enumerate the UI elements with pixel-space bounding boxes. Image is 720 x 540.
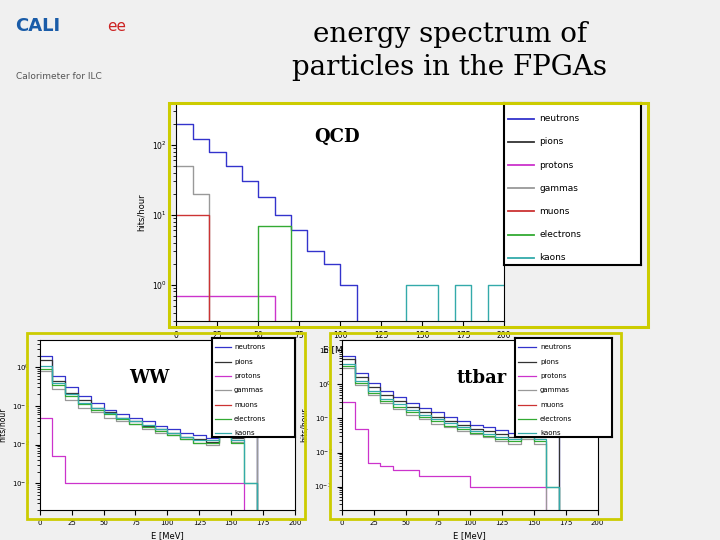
Text: gammas: gammas <box>540 387 570 393</box>
Text: ee: ee <box>107 19 126 34</box>
Y-axis label: hits/hour: hits/hour <box>0 408 6 442</box>
X-axis label: E [MeV]: E [MeV] <box>454 531 486 540</box>
Text: neutrons: neutrons <box>540 345 571 350</box>
Text: protons: protons <box>539 160 574 170</box>
Text: pions: pions <box>540 359 559 364</box>
Text: protons: protons <box>540 373 567 379</box>
Text: kaons: kaons <box>539 253 566 262</box>
Text: QCD: QCD <box>314 128 359 146</box>
Text: gammas: gammas <box>234 387 264 393</box>
Text: gammas: gammas <box>539 184 578 193</box>
Text: kaons: kaons <box>234 430 255 436</box>
Text: electrons: electrons <box>540 416 572 422</box>
Text: protons: protons <box>234 373 261 379</box>
X-axis label: E [MeV]: E [MeV] <box>151 531 184 540</box>
Text: neutrons: neutrons <box>539 114 580 123</box>
Text: energy spectrum of
particles in the FPGAs: energy spectrum of particles in the FPGA… <box>292 21 608 82</box>
Text: neutrons: neutrons <box>234 345 265 350</box>
Text: electrons: electrons <box>539 230 582 239</box>
Text: pions: pions <box>539 138 564 146</box>
Text: Calorimeter for ILC: Calorimeter for ILC <box>16 72 102 81</box>
Text: kaons: kaons <box>540 430 561 436</box>
Text: pions: pions <box>234 359 253 364</box>
Text: WW: WW <box>129 369 169 387</box>
Text: muons: muons <box>539 207 570 216</box>
Text: ttbar: ttbar <box>457 369 508 387</box>
Y-axis label: hits/hour: hits/hour <box>300 408 309 442</box>
Y-axis label: hits/hour: hits/hour <box>138 193 146 231</box>
X-axis label: E [MeV]: E [MeV] <box>323 346 358 355</box>
Text: muons: muons <box>234 402 258 408</box>
Text: muons: muons <box>540 402 564 408</box>
Text: electrons: electrons <box>234 416 266 422</box>
Text: CALI: CALI <box>16 17 60 35</box>
